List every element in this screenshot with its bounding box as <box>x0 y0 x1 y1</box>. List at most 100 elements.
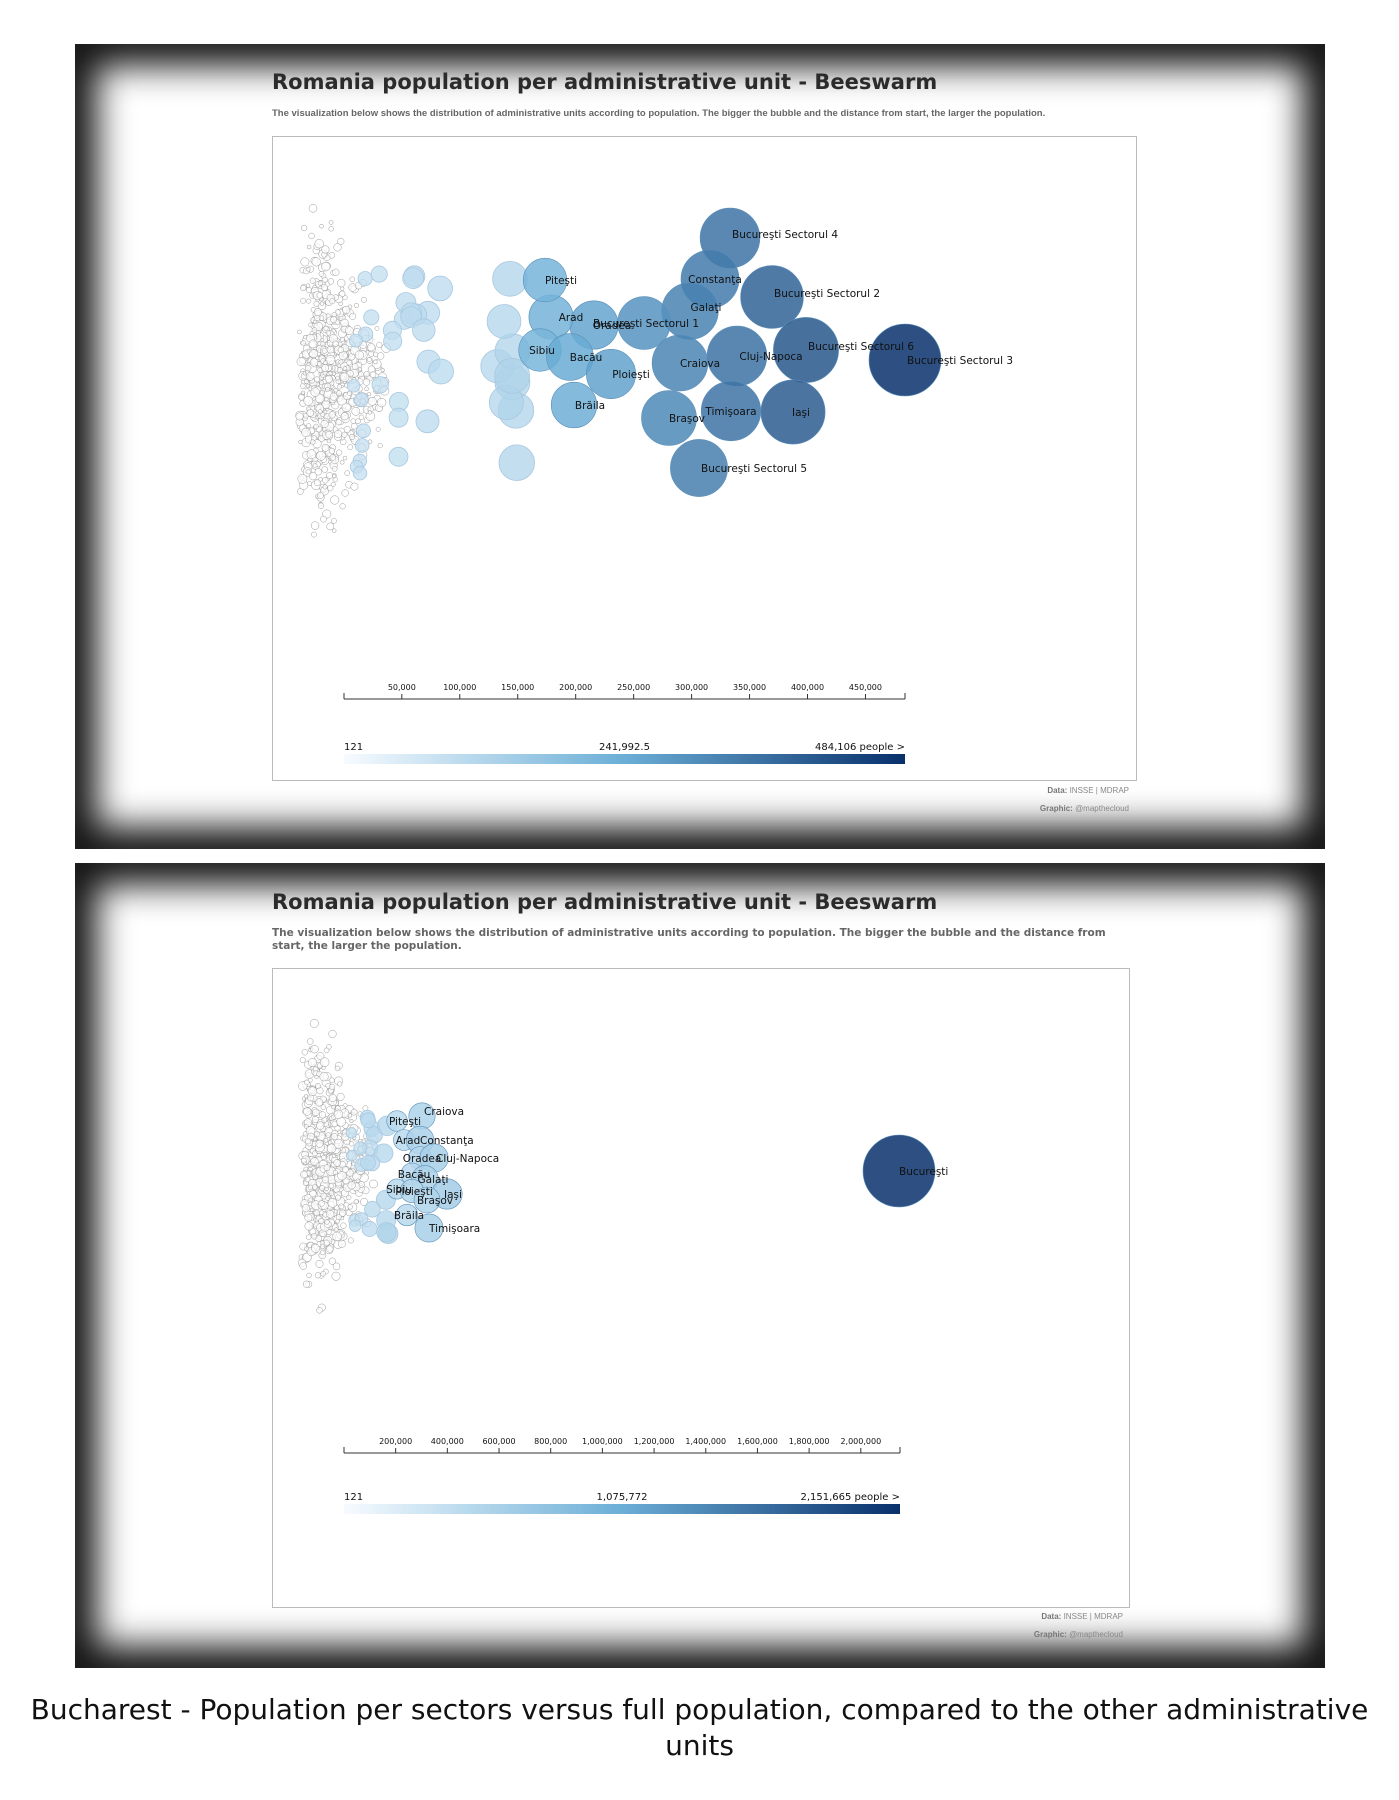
swarm-point-small <box>344 470 350 476</box>
swarm-point-small <box>367 410 372 415</box>
swarm-point-small <box>320 283 328 291</box>
swarm-point-small <box>317 280 323 286</box>
swarm-point-small <box>349 434 355 441</box>
swarm-point-small <box>327 485 334 492</box>
swarm-point-small <box>309 1189 317 1198</box>
swarm-point-small <box>336 449 343 456</box>
legend-min-label: 121 <box>344 742 363 753</box>
swarm-point-small <box>335 1194 342 1201</box>
swarm-point-small <box>349 1118 354 1124</box>
swarm-point-small <box>347 1113 352 1118</box>
swarm-point-small <box>337 366 343 373</box>
bubble-15 <box>868 323 942 397</box>
swarm-point-medium <box>494 357 531 394</box>
swarm-point-small <box>334 429 343 438</box>
swarm-point-small <box>328 411 336 419</box>
swarm-point-small <box>333 243 342 252</box>
swarm-point-small <box>299 1262 307 1270</box>
swarm-point-small <box>376 341 383 348</box>
swarm-point-small <box>309 277 316 284</box>
bubble-label-5: Cluj-Napoca <box>436 1153 499 1165</box>
bubble-14 <box>862 1134 936 1208</box>
swarm-point-medium <box>346 379 361 393</box>
swarm-point-small <box>306 1038 314 1045</box>
legend-max-label: 484,106 people > <box>815 742 905 753</box>
swarm-point-medium <box>345 1127 358 1139</box>
swarm-point-small <box>310 521 320 530</box>
swarm-point-small <box>326 522 335 531</box>
swarm-point-small <box>332 528 337 533</box>
color-legend: 121 241,992.5 484,106 people > <box>344 742 905 764</box>
swarm-point-small <box>333 1109 344 1119</box>
swarm-point-medium <box>353 1141 367 1156</box>
swarm-point-small <box>324 397 329 402</box>
swarm-point-medium <box>428 358 454 385</box>
swarm-point-small <box>305 1234 312 1240</box>
x-axis: 200,000 400,000 600,000 800,000 1,000,000 1,2… <box>343 1437 901 1454</box>
swarm-point-medium <box>373 1143 394 1163</box>
swarm-point-small <box>317 502 325 509</box>
bubble-11 <box>550 381 598 429</box>
swarm-point-small <box>366 357 372 363</box>
bubble-label-7: Galaţi <box>418 1174 449 1186</box>
legend-mid-label: 241,992.5 <box>599 742 650 753</box>
swarm-point-small <box>297 474 308 484</box>
chart-title: Romania population per administrative un… <box>272 890 938 914</box>
swarm-point-small <box>321 466 329 473</box>
bubble-label-2: Arad <box>396 1135 421 1147</box>
swarm-point-small <box>307 1184 313 1190</box>
bubble-17 <box>760 379 826 445</box>
bubble-1 <box>386 1110 408 1132</box>
swarm-point-small <box>323 1138 329 1143</box>
graphic-credit: Graphic: @mapthecloud <box>1033 1630 1123 1639</box>
swarm-point-small <box>332 268 340 276</box>
swarm-point-small <box>300 390 306 395</box>
swarm-point-small <box>363 371 370 378</box>
swarm-point-small <box>313 423 319 430</box>
swarm-point-medium <box>354 438 370 453</box>
swarm-point-small <box>340 412 349 421</box>
bubble-label-13: Timişoara <box>428 1223 480 1235</box>
data-source: Data: INSSE | MDRAP <box>1047 786 1129 795</box>
bubble-label-11: Braşov <box>417 1195 453 1207</box>
swarm-point-small <box>376 352 385 360</box>
swarm-point-small <box>328 1190 335 1196</box>
bubble-13 <box>414 1213 444 1243</box>
bubble-label-1: Constanţa <box>688 274 742 286</box>
bubble-label-10: Iaşi <box>444 1189 462 1201</box>
swarm-point-small <box>343 426 351 433</box>
swarm-point-small <box>310 387 320 397</box>
swarm-point-small <box>305 287 312 293</box>
swarm-point-small <box>362 378 371 386</box>
swarm-point-small <box>342 455 348 461</box>
swarm-point-small <box>360 1198 369 1206</box>
x-tick-label-7: 1,600,000 <box>737 1437 778 1446</box>
swarm-point-small <box>306 267 311 272</box>
swarm-point-small <box>302 1280 311 1288</box>
swarm-point-small <box>306 409 315 417</box>
chart-panel-full: Romania population per administrative un… <box>75 863 1325 1668</box>
swarm-point-small <box>337 1171 347 1181</box>
swarm-point-small <box>308 1166 313 1172</box>
swarm-point-small <box>305 372 315 381</box>
x-tick-label-0: 200,000 <box>379 1437 412 1446</box>
swarm-point-small <box>340 318 349 328</box>
swarm-point-small <box>329 392 338 401</box>
swarm-point-small <box>316 1121 325 1130</box>
bubble-label-9: Bacău <box>570 352 603 364</box>
swarm-point-medium <box>364 1200 381 1218</box>
bubble-label-12: Craiova <box>680 358 720 370</box>
swarm-point-small <box>337 346 345 353</box>
swarm-point-small <box>318 477 323 482</box>
swarm-point-small <box>339 460 345 465</box>
swarm-point-small <box>323 325 329 331</box>
swarm-point-small <box>295 412 304 421</box>
swarm-point-small <box>337 1239 346 1248</box>
swarm-point-small <box>353 1199 359 1205</box>
swarm-point-small <box>375 426 381 432</box>
bubble-label-4: Bucureşti Sectorul 1 <box>593 318 699 330</box>
x-tick-label-2: 600,000 <box>482 1437 515 1446</box>
swarm-point-small <box>328 1029 337 1038</box>
swarm-point-small <box>310 1045 319 1054</box>
